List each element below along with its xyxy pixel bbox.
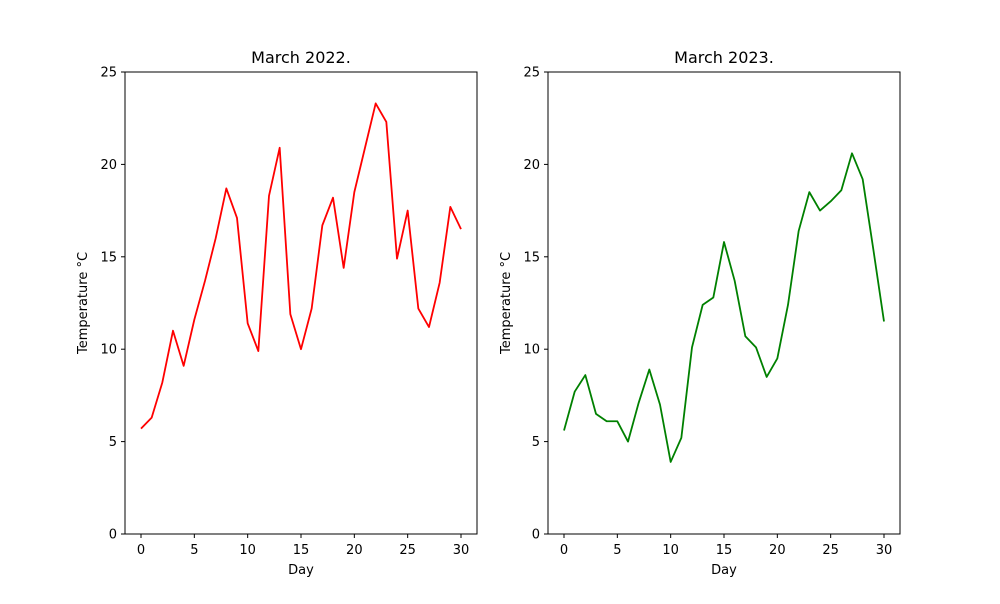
chart-march-2022: 0 5 10 15 20 25 30 0 5 10 15 20 25 March 2022. Day Temp… [76,48,478,578]
x-tick-label: 15 [293,543,310,558]
y-tick-label: 20 [100,158,117,173]
y-tick-label: 15 [523,250,540,265]
x-tick-label: 25 [399,543,416,558]
y-tick-label: 25 [100,66,117,81]
x-tick-label: 5 [613,543,621,558]
series-line-march-2023 [563,152,885,463]
plot-frame [124,71,478,535]
chart-title: March 2023. [674,48,774,67]
x-tick-label: 0 [560,543,568,558]
y-axis-label: Temperature °C [76,252,91,355]
plot-frame [547,71,901,535]
x-tick-label: 25 [822,543,839,558]
x-tick-label: 30 [876,543,893,558]
chart-march-2023: 0 5 10 15 20 25 30 0 5 10 15 20 25 March 2023. Day Temp… [499,48,901,578]
x-tick-label: 20 [346,543,363,558]
y-tick-label: 0 [109,528,117,543]
x-axis-label: Day [288,563,314,578]
y-tick-label: 20 [523,158,540,173]
chart-title: March 2022. [251,48,351,67]
y-axis-label: Temperature °C [499,252,514,355]
x-tick-label: 0 [137,543,145,558]
x-tick-label: 20 [769,543,786,558]
x-tick-label: 5 [190,543,198,558]
y-tick-label: 5 [532,435,540,450]
y-tick-label: 5 [109,435,117,450]
y-tick-label: 10 [523,343,540,358]
x-tick-label: 10 [239,543,256,558]
y-tick-label: 0 [532,528,540,543]
y-tick-label: 15 [100,250,117,265]
x-tick-label: 15 [716,543,733,558]
y-tick-label: 25 [523,66,540,81]
series-line-march-2022 [140,102,462,430]
x-tick-label: 30 [453,543,470,558]
x-tick-label: 10 [662,543,679,558]
y-tick-label: 10 [100,343,117,358]
x-axis-label: Day [711,563,737,578]
